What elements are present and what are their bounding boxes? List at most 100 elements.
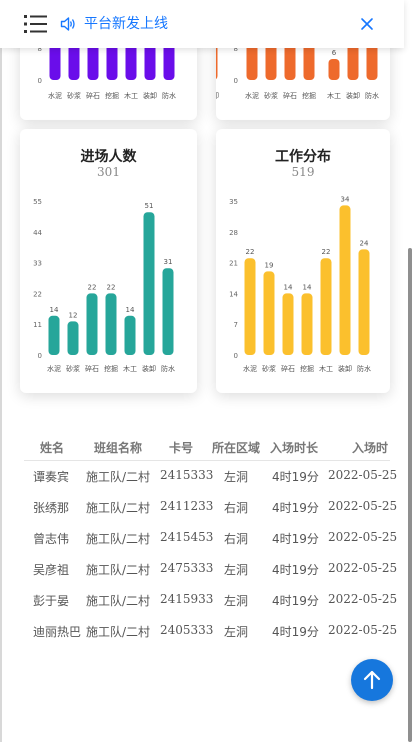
- chart-subtitle: 301: [97, 165, 120, 179]
- cell-area: 左洞: [224, 563, 249, 577]
- bar[interactable]: [162, 268, 174, 355]
- header-name[interactable]: 姓名: [40, 441, 65, 455]
- bar[interactable]: [282, 293, 294, 355]
- x-tick-label: 水泥: [245, 91, 259, 100]
- x-tick-label: 木工: [319, 364, 333, 373]
- header-card[interactable]: 卡号: [169, 441, 194, 455]
- close-icon[interactable]: [360, 17, 374, 31]
- x-tick-label: 木工: [124, 91, 138, 100]
- x-tick-label: 防水: [357, 364, 371, 373]
- cell-area: 右洞: [224, 532, 249, 546]
- x-tick-label: 挖掘: [302, 91, 316, 100]
- x-tick-label: 砂浆: [66, 364, 80, 373]
- header-area[interactable]: 所在区域: [212, 441, 261, 455]
- y-tick-label: 14: [229, 290, 238, 298]
- x-tick-label: 挖掘: [300, 364, 314, 373]
- x-tick-label: 防水: [365, 91, 379, 100]
- cell-card: 2405333: [160, 623, 214, 637]
- chart-card-entry-count: 进场人数 301 0 11 22 33 44 55 14 水泥 12 砂浆 22 碎石 22 挖掘 14 木工…: [20, 129, 197, 393]
- x-tick-label: 挖掘: [104, 364, 118, 373]
- bar[interactable]: [105, 293, 117, 355]
- y-tick-label: 11: [33, 321, 42, 329]
- x-tick-label: 防水: [162, 91, 176, 100]
- y-tick-label: 8: [234, 45, 238, 53]
- x-tick-label: 装卸: [142, 364, 156, 373]
- y-tick-label: 55: [33, 198, 42, 206]
- bar[interactable]: [124, 315, 136, 355]
- y-tick-label: 0: [234, 352, 238, 360]
- scrollbar-thumb[interactable]: [408, 248, 412, 742]
- bar-value-label: 14: [50, 306, 59, 314]
- x-tick-label: 砂浆: [67, 91, 81, 100]
- y-tick-label: 21: [229, 260, 238, 268]
- cell-duration: 4时19分: [272, 470, 319, 484]
- bar[interactable]: [301, 293, 313, 355]
- x-tick-label: 木工: [123, 364, 137, 373]
- chart-title: 工作分布: [275, 149, 331, 165]
- cell-name: 曾志伟: [33, 532, 70, 546]
- x-tick-label: 木工: [327, 91, 341, 100]
- bar-value-label: 12: [69, 311, 78, 319]
- table-row[interactable]: 吴彦祖 施工队/二村 2475333 左洞 4时19分 2022-05-25: [24, 555, 397, 586]
- x-tick-label: 碎石: [283, 91, 297, 100]
- chart-work-distribution: 0 7 14 21 28 35 22 水泥 19 砂浆 14 碎石 14 挖掘 22 木工 34 装卸 24 防水: [229, 195, 371, 373]
- cell-name: 彭于晏: [33, 594, 70, 608]
- bar[interactable]: [328, 59, 340, 80]
- y-tick-label: 35: [229, 198, 238, 206]
- cell-team: 施工队/二村: [86, 532, 151, 546]
- bar[interactable]: [263, 271, 275, 355]
- y-tick-label: 22: [33, 290, 42, 298]
- bar[interactable]: [339, 205, 351, 355]
- cell-area: 左洞: [224, 470, 249, 484]
- x-tick-label: 砂浆: [264, 91, 278, 100]
- bar[interactable]: [48, 315, 60, 355]
- table-row[interactable]: 迪丽热巴 施工队/二村 2405333 左洞 4时19分 2022-05-25: [24, 617, 397, 648]
- cell-duration: 4时19分: [272, 532, 319, 546]
- cell-name: 谭奏宾: [33, 470, 70, 484]
- bar[interactable]: [143, 212, 155, 355]
- chart-subtitle: 519: [291, 165, 315, 179]
- notice-bar: 平台新发上线: [0, 0, 404, 48]
- cell-name: 吴彦祖: [33, 563, 70, 577]
- bar[interactable]: [86, 293, 98, 355]
- x-tick-label: 碎石: [86, 91, 100, 100]
- table-row[interactable]: 张绣那 施工队/二村 2411233 右洞 4时19分 2022-05-25: [24, 493, 397, 524]
- bar-value-label: 22: [107, 283, 116, 291]
- cell-entry-time: 2022-05-25: [328, 468, 398, 482]
- table-row[interactable]: 谭奏宾 施工队/二村 2415333 左洞 4时19分 2022-05-25: [24, 462, 397, 493]
- y-tick-label: 28: [229, 229, 238, 237]
- cell-area: 左洞: [224, 625, 249, 639]
- bar[interactable]: [67, 321, 79, 355]
- x-tick-label: 碎石: [85, 364, 99, 373]
- bar-value-label: 22: [322, 248, 331, 256]
- x-tick-label: 防水: [161, 364, 175, 373]
- notice-text[interactable]: 平台新发上线: [84, 16, 168, 32]
- bar-value-label: 14: [284, 283, 293, 291]
- bar[interactable]: [358, 249, 370, 355]
- x-tick-label: 装卸: [338, 364, 352, 373]
- x-tick-label: 水泥: [243, 364, 257, 373]
- cell-name: 迪丽热巴: [33, 625, 82, 639]
- header-team[interactable]: 班组名称: [94, 441, 143, 455]
- bar[interactable]: [244, 258, 256, 355]
- table-row[interactable]: 彭于晏 施工队/二村 2415933 左洞 4时19分 2022-05-25: [24, 586, 397, 617]
- speaker-icon: [60, 17, 75, 31]
- cell-entry-time: 2022-05-25: [328, 623, 398, 637]
- cell-duration: 4时19分: [272, 563, 319, 577]
- cell-entry-time: 2022-05-25: [328, 499, 398, 513]
- cell-team: 施工队/二村: [86, 594, 151, 608]
- bar-value-label: 22: [246, 248, 255, 256]
- bar-value-label: 14: [126, 306, 135, 314]
- bar[interactable]: [320, 258, 332, 355]
- header-entry-time[interactable]: 入场时: [352, 441, 389, 455]
- menu-icon[interactable]: [24, 15, 47, 33]
- x-tick-label: 碎石: [281, 364, 295, 373]
- back-to-top-button[interactable]: [351, 659, 393, 701]
- cell-area: 左洞: [224, 594, 249, 608]
- y-tick-label: 0: [38, 352, 42, 360]
- x-tick-label: 装卸: [216, 91, 219, 100]
- cell-team: 施工队/二村: [86, 470, 151, 484]
- table-row[interactable]: 曾志伟 施工队/二村 2415453 右洞 4时19分 2022-05-25: [24, 524, 397, 555]
- header-duration[interactable]: 入场时长: [270, 441, 319, 455]
